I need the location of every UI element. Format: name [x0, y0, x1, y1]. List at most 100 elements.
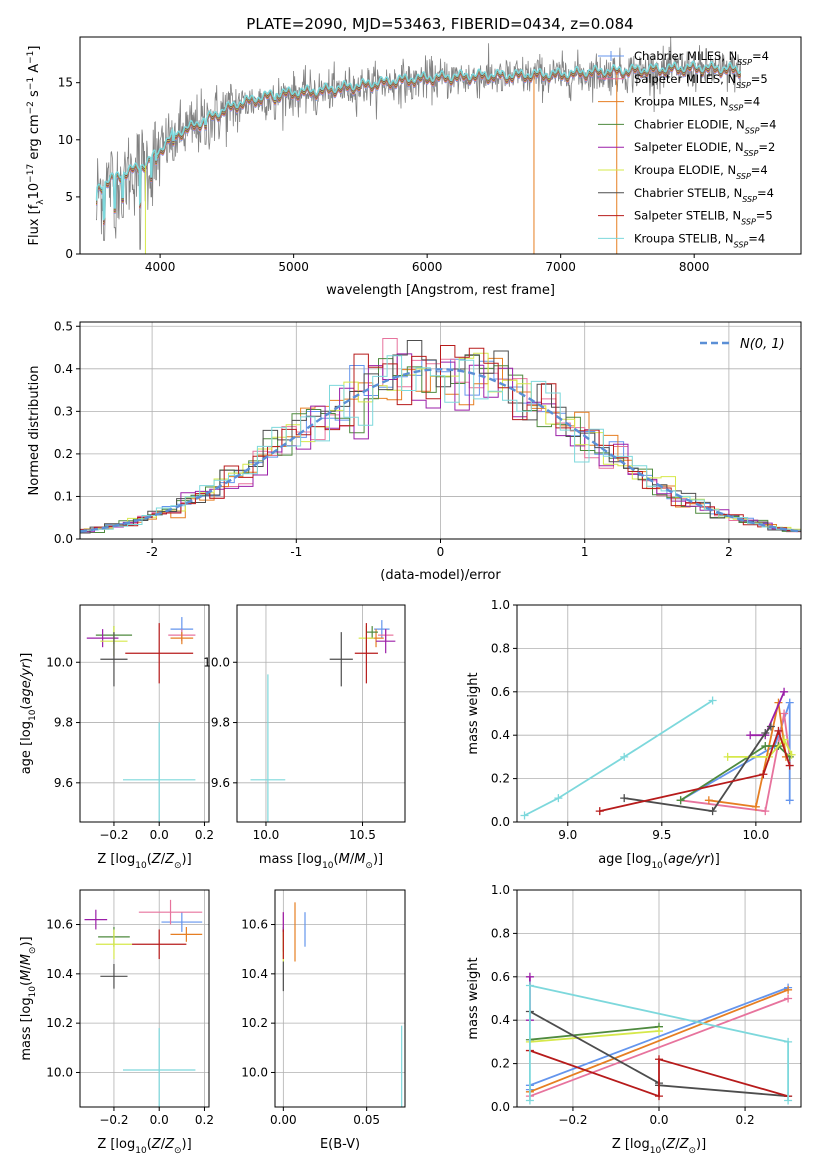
y-tick-label: 10: [58, 133, 73, 147]
x-tick-label: 0.0: [150, 1113, 169, 1127]
weight-series-kroupa-stelib: [520, 696, 717, 820]
y-tick-label: 5: [65, 190, 73, 204]
legend-item-kroupa-stelib: Kroupa STELIB, NSSP=4: [598, 231, 765, 249]
y-tick-label: 0.0: [491, 815, 510, 829]
weight-point: [746, 731, 755, 740]
y-tick-label: 10.4: [241, 967, 268, 981]
errorbar-salpeter-elodie: [84, 909, 108, 930]
legend-label: Kroupa MILES, NSSP=4: [634, 95, 760, 113]
legend-label: Chabrier MILES, NSSP=4: [634, 49, 769, 67]
weight-series-kroupa-stelib: [525, 981, 793, 1105]
legend-label: Chabrier STELIB, NSSP=4: [634, 186, 774, 204]
weight-vs-age-panel: 9.0 9.5 10.0 0.0 0.2 0.4 0.6 0.8 1.0 age [log10(a…: [466, 598, 802, 871]
y-tick-label: 15: [58, 76, 73, 90]
x-tick-label: 5000: [278, 260, 309, 274]
y-tick-label: 0.4: [491, 1013, 510, 1027]
weight-point: [784, 1096, 793, 1105]
y-tick-label: 1.0: [491, 883, 510, 897]
weight-point: [525, 972, 534, 981]
errorbar-salpeter-stelib: [125, 623, 194, 684]
x-tick-label: 6000: [412, 260, 443, 274]
weight-point: [785, 761, 794, 770]
x-axis-label: Z [log10(Z/Z⊙)]: [97, 1137, 191, 1156]
weight-point: [655, 1092, 663, 1101]
errorbar-kroupa-stelib: [123, 722, 196, 822]
weight-series-chabrier-stelib: [620, 722, 775, 816]
residuals-panel: -2 -1 0 1 2 0.0 0.1 0.2 0.3 0.4 0.5 N(0, 1) (data-mo…: [27, 319, 802, 583]
weight-point: [620, 752, 629, 761]
y-tick-label: 0.3: [54, 404, 73, 418]
histogram-kroupa-stelib: [80, 355, 801, 531]
errorbar-chabrier-stelib: [100, 632, 128, 687]
weight-point: [780, 687, 789, 696]
weight-point: [708, 696, 717, 705]
legend-label: Chabrier ELODIE, NSSP=4: [634, 117, 776, 135]
errorbar-kroupa-miles: [170, 632, 194, 645]
weight-point: [520, 811, 529, 820]
x-axis-label: wavelength [Angstrom, rest frame]: [326, 283, 555, 298]
x-tick-label: 7000: [545, 260, 576, 274]
x-tick-label: 9.0: [558, 828, 577, 842]
weight-line: [529, 997, 789, 1098]
weight-vs-Z-panel: −0.2 0.0 0.2 0.0 0.2 0.4 0.6 0.8 1.0 Z [log10(Z/Z…: [466, 883, 802, 1156]
x-axis-label: Z [log10(Z/Z⊙)]: [612, 1137, 706, 1156]
y-tick-label: 0.5: [54, 319, 73, 333]
y-tick-label: 0.6: [491, 970, 510, 984]
weight-point: [655, 1055, 663, 1064]
weight-point: [655, 1027, 663, 1036]
y-tick-label: 1.0: [491, 598, 510, 612]
y-tick-label: 10.0: [46, 1065, 73, 1079]
weight-point: [784, 994, 793, 1003]
axes-frame: [516, 889, 802, 1108]
weight-point: [554, 794, 563, 803]
weight-line: [680, 713, 791, 813]
y-tick-label: 0.0: [54, 532, 73, 546]
x-tick-label: 8000: [679, 260, 710, 274]
y-tick-label: 0.8: [491, 641, 510, 655]
spectrum-panel: Chabrier MILES, NSSP=4 Salpeter MILES, NS…: [26, 36, 802, 298]
svg-text:mass [log10(M/M⊙)]: mass [log10(M/M⊙)]: [19, 936, 38, 1060]
age-vs-Z-panel: −0.2 0.0 0.2 9.6 9.8 10.0 Z [log10(Z/Z⊙)] age […: [19, 604, 214, 871]
axes-frame: [79, 604, 210, 823]
y-tick-label: 0.4: [54, 362, 73, 376]
errorbar-salpeter-miles: [138, 899, 203, 925]
model-spectrum-kroupa-stelib: [95, 60, 742, 221]
y-tick-label: 10.0: [46, 655, 73, 669]
errorbar-salpeter-elodie: [86, 629, 119, 648]
legend-item-salpeter-miles: Salpeter MILES, NSSP=5: [598, 72, 768, 89]
x-tick-label: −0.2: [99, 1113, 128, 1127]
y-tick-label: 9.6: [211, 776, 230, 790]
x-tick-label: −0.2: [99, 828, 128, 842]
histogram-chabrier-stelib: [80, 340, 801, 534]
weight-point: [784, 1037, 793, 1046]
weight-line: [529, 1025, 660, 1041]
weight-line: [529, 984, 789, 1101]
axes-frame: [516, 604, 802, 823]
weight-series-salpeter-miles: [676, 709, 794, 816]
y-tick-label: 10.0: [203, 655, 230, 669]
x-axis-label: mass [log10(M/M⊙)]: [259, 852, 383, 871]
x-tick-label: 10.0: [743, 828, 770, 842]
errorbar-kroupa-elodie: [95, 929, 133, 960]
axes-frame: [236, 604, 406, 823]
x-tick-label: 0.2: [195, 828, 214, 842]
y-tick-label: 0.6: [491, 685, 510, 699]
y-axis-label: mass weight: [466, 672, 481, 754]
x-tick-label: 2: [725, 545, 733, 559]
legend-item-chabrier-miles: Chabrier MILES, NSSP=4: [598, 49, 769, 67]
x-tick-label: 10.5: [349, 828, 376, 842]
x-tick-label: 0.0: [649, 1113, 668, 1127]
legend-item-chabrier-stelib: Chabrier STELIB, NSSP=4: [598, 186, 774, 204]
y-tick-label: 0.1: [54, 489, 73, 503]
weight-point: [761, 742, 770, 751]
errorbar-chabrier-stelib: [100, 963, 128, 989]
x-tick-label: 1: [581, 545, 589, 559]
axes-frame: [274, 889, 406, 1108]
y-tick-label: 0.4: [491, 728, 510, 742]
x-tick-label: 9.5: [652, 828, 671, 842]
svg-text:Flux [fλ10−17 erg cm−2 s−1 A−1: Flux [fλ10−17 erg cm−2 s−1 A−1]: [26, 46, 46, 246]
legend-item-kroupa-elodie: Kroupa ELODIE, NSSP=4: [598, 163, 768, 181]
weight-point: [785, 796, 794, 805]
weight-line: [680, 745, 791, 802]
